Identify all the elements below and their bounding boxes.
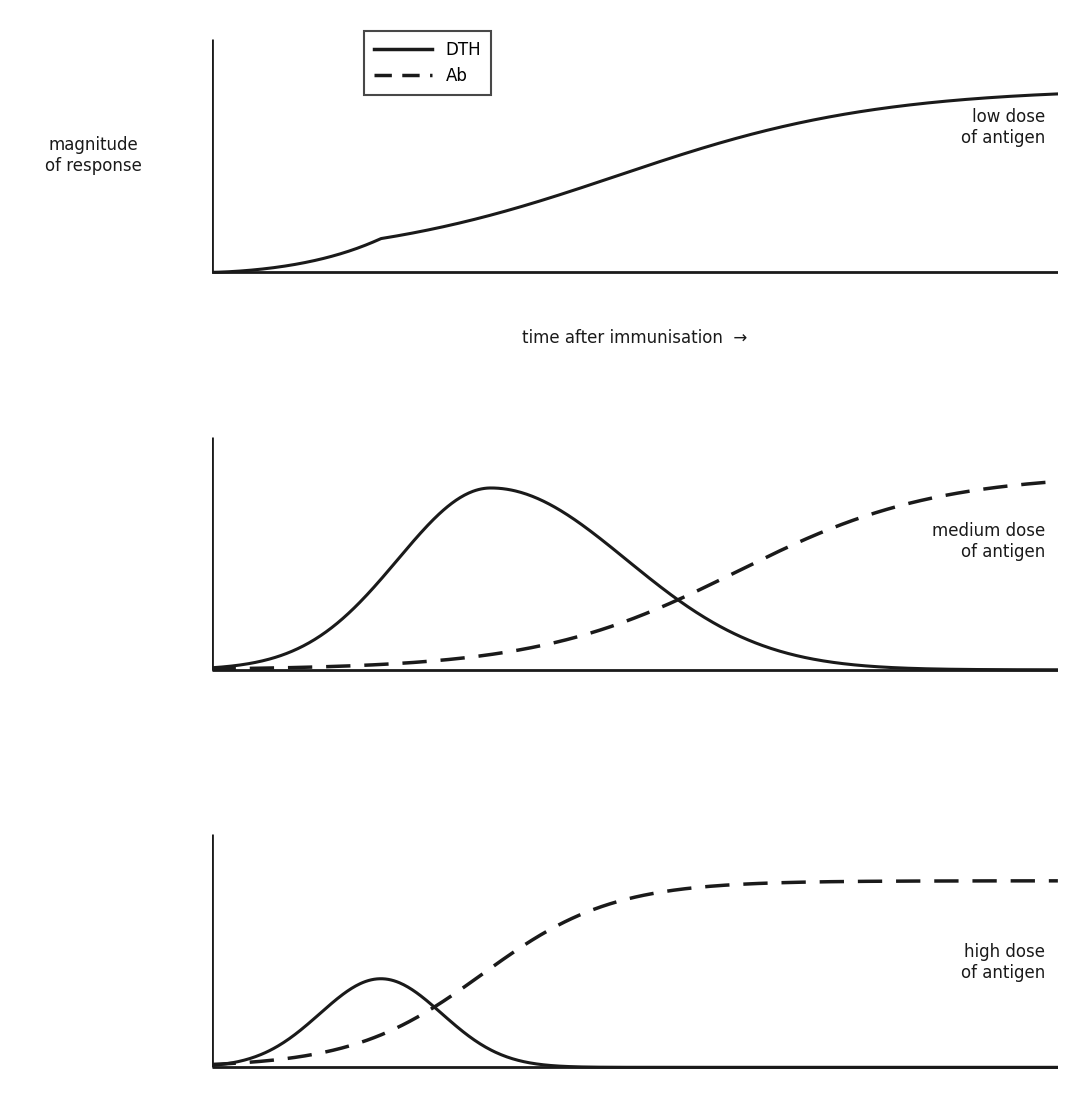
Text: magnitude
of response: magnitude of response — [44, 137, 141, 175]
Text: time after immunisation  →: time after immunisation → — [522, 328, 748, 347]
Legend: DTH, Ab: DTH, Ab — [363, 31, 492, 95]
Text: medium dose
of antigen: medium dose of antigen — [932, 522, 1045, 562]
Text: low dose
of antigen: low dose of antigen — [961, 108, 1045, 148]
Text: high dose
of antigen: high dose of antigen — [961, 944, 1045, 982]
